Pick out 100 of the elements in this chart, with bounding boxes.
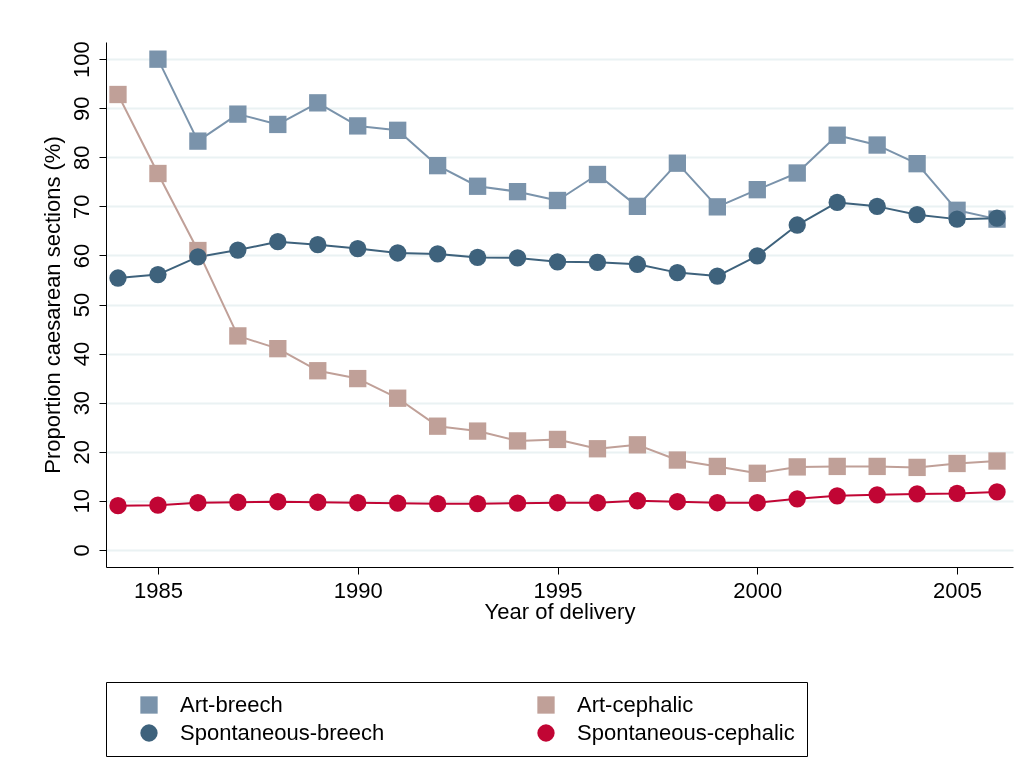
point: [349, 369, 367, 388]
point: [908, 458, 926, 477]
point: [708, 494, 726, 512]
point: [788, 490, 806, 508]
point: [708, 267, 726, 285]
point: [748, 494, 766, 512]
x-tick-label: 1985: [133, 577, 183, 603]
point: [868, 457, 886, 476]
point: [149, 50, 167, 68]
point: [908, 485, 926, 503]
point: [548, 430, 567, 449]
point: [828, 487, 846, 505]
point: [269, 233, 287, 251]
point: [309, 493, 327, 511]
point: [229, 493, 247, 511]
point: [948, 484, 966, 503]
point: [548, 191, 567, 210]
point: [309, 94, 327, 112]
point: [269, 340, 287, 358]
y-tick-label: 50: [68, 292, 94, 318]
point: [748, 181, 766, 199]
point: [628, 492, 647, 510]
point: [468, 495, 487, 513]
point: [988, 452, 1006, 470]
legend-label: Spontaneous-breech: [180, 720, 385, 745]
point: [189, 494, 207, 512]
y-tick-label: 10: [68, 489, 94, 514]
point: [468, 248, 487, 267]
point: [908, 155, 926, 173]
point: [588, 165, 607, 184]
point: [788, 216, 806, 234]
point: [428, 245, 447, 263]
point: [748, 247, 766, 265]
point: [468, 422, 487, 440]
y-axis-title: Proportion caesarean sections (%): [39, 136, 65, 474]
point: [349, 117, 367, 135]
point: [668, 493, 687, 511]
point: [548, 253, 567, 271]
y-tick-label: 60: [68, 243, 94, 269]
point: [828, 193, 846, 212]
point: [428, 495, 447, 513]
point: [828, 457, 846, 476]
point: [269, 115, 287, 134]
y-tick-label: 20: [68, 439, 94, 465]
point: [389, 494, 407, 512]
y-tick-label: 70: [68, 194, 94, 220]
point: [149, 164, 167, 183]
point: [708, 198, 726, 216]
point: [349, 239, 367, 258]
point: [468, 177, 487, 195]
point: [309, 362, 327, 380]
y-tick-label: 30: [68, 390, 94, 416]
point: [389, 389, 407, 407]
point: [229, 241, 247, 259]
point: [668, 154, 687, 172]
point: [428, 156, 447, 175]
point: [868, 486, 886, 504]
point: [149, 265, 167, 284]
legend-label: Art-cephalic: [577, 692, 694, 717]
point: [389, 244, 407, 262]
point: [748, 464, 766, 482]
y-tick-label: 90: [68, 96, 94, 121]
point: [868, 197, 886, 216]
legend-label: Art-breech: [180, 692, 283, 717]
point: [229, 327, 247, 345]
point: [788, 458, 806, 476]
point: [349, 494, 367, 512]
point: [109, 85, 127, 104]
point: [708, 457, 726, 476]
point: [149, 496, 167, 514]
point: [428, 417, 447, 435]
point: [628, 436, 647, 454]
x-tick-label: 2005: [933, 577, 983, 603]
x-tick-label: 1990: [333, 577, 383, 603]
point: [389, 121, 407, 139]
point: [788, 164, 806, 182]
point: [508, 494, 527, 512]
point: [588, 440, 607, 458]
point: [628, 197, 647, 216]
point: [508, 182, 527, 201]
point: [309, 236, 327, 254]
point: [109, 269, 127, 287]
point: [668, 263, 687, 282]
legend-label: Spontaneous-cephalic: [577, 720, 795, 745]
point: [948, 454, 966, 473]
point: [189, 248, 207, 266]
y-tick-label: 100: [68, 41, 94, 79]
point: [868, 136, 886, 154]
point: [828, 126, 846, 144]
point: [548, 494, 567, 512]
point: [988, 483, 1006, 501]
y-tick-label: 80: [68, 145, 94, 171]
point: [628, 255, 647, 273]
x-tick-label: 2000: [733, 577, 783, 603]
point: [229, 105, 247, 123]
point: [668, 451, 687, 469]
point: [588, 253, 607, 271]
point: [508, 249, 527, 267]
point: [588, 494, 607, 512]
point: [948, 210, 966, 228]
